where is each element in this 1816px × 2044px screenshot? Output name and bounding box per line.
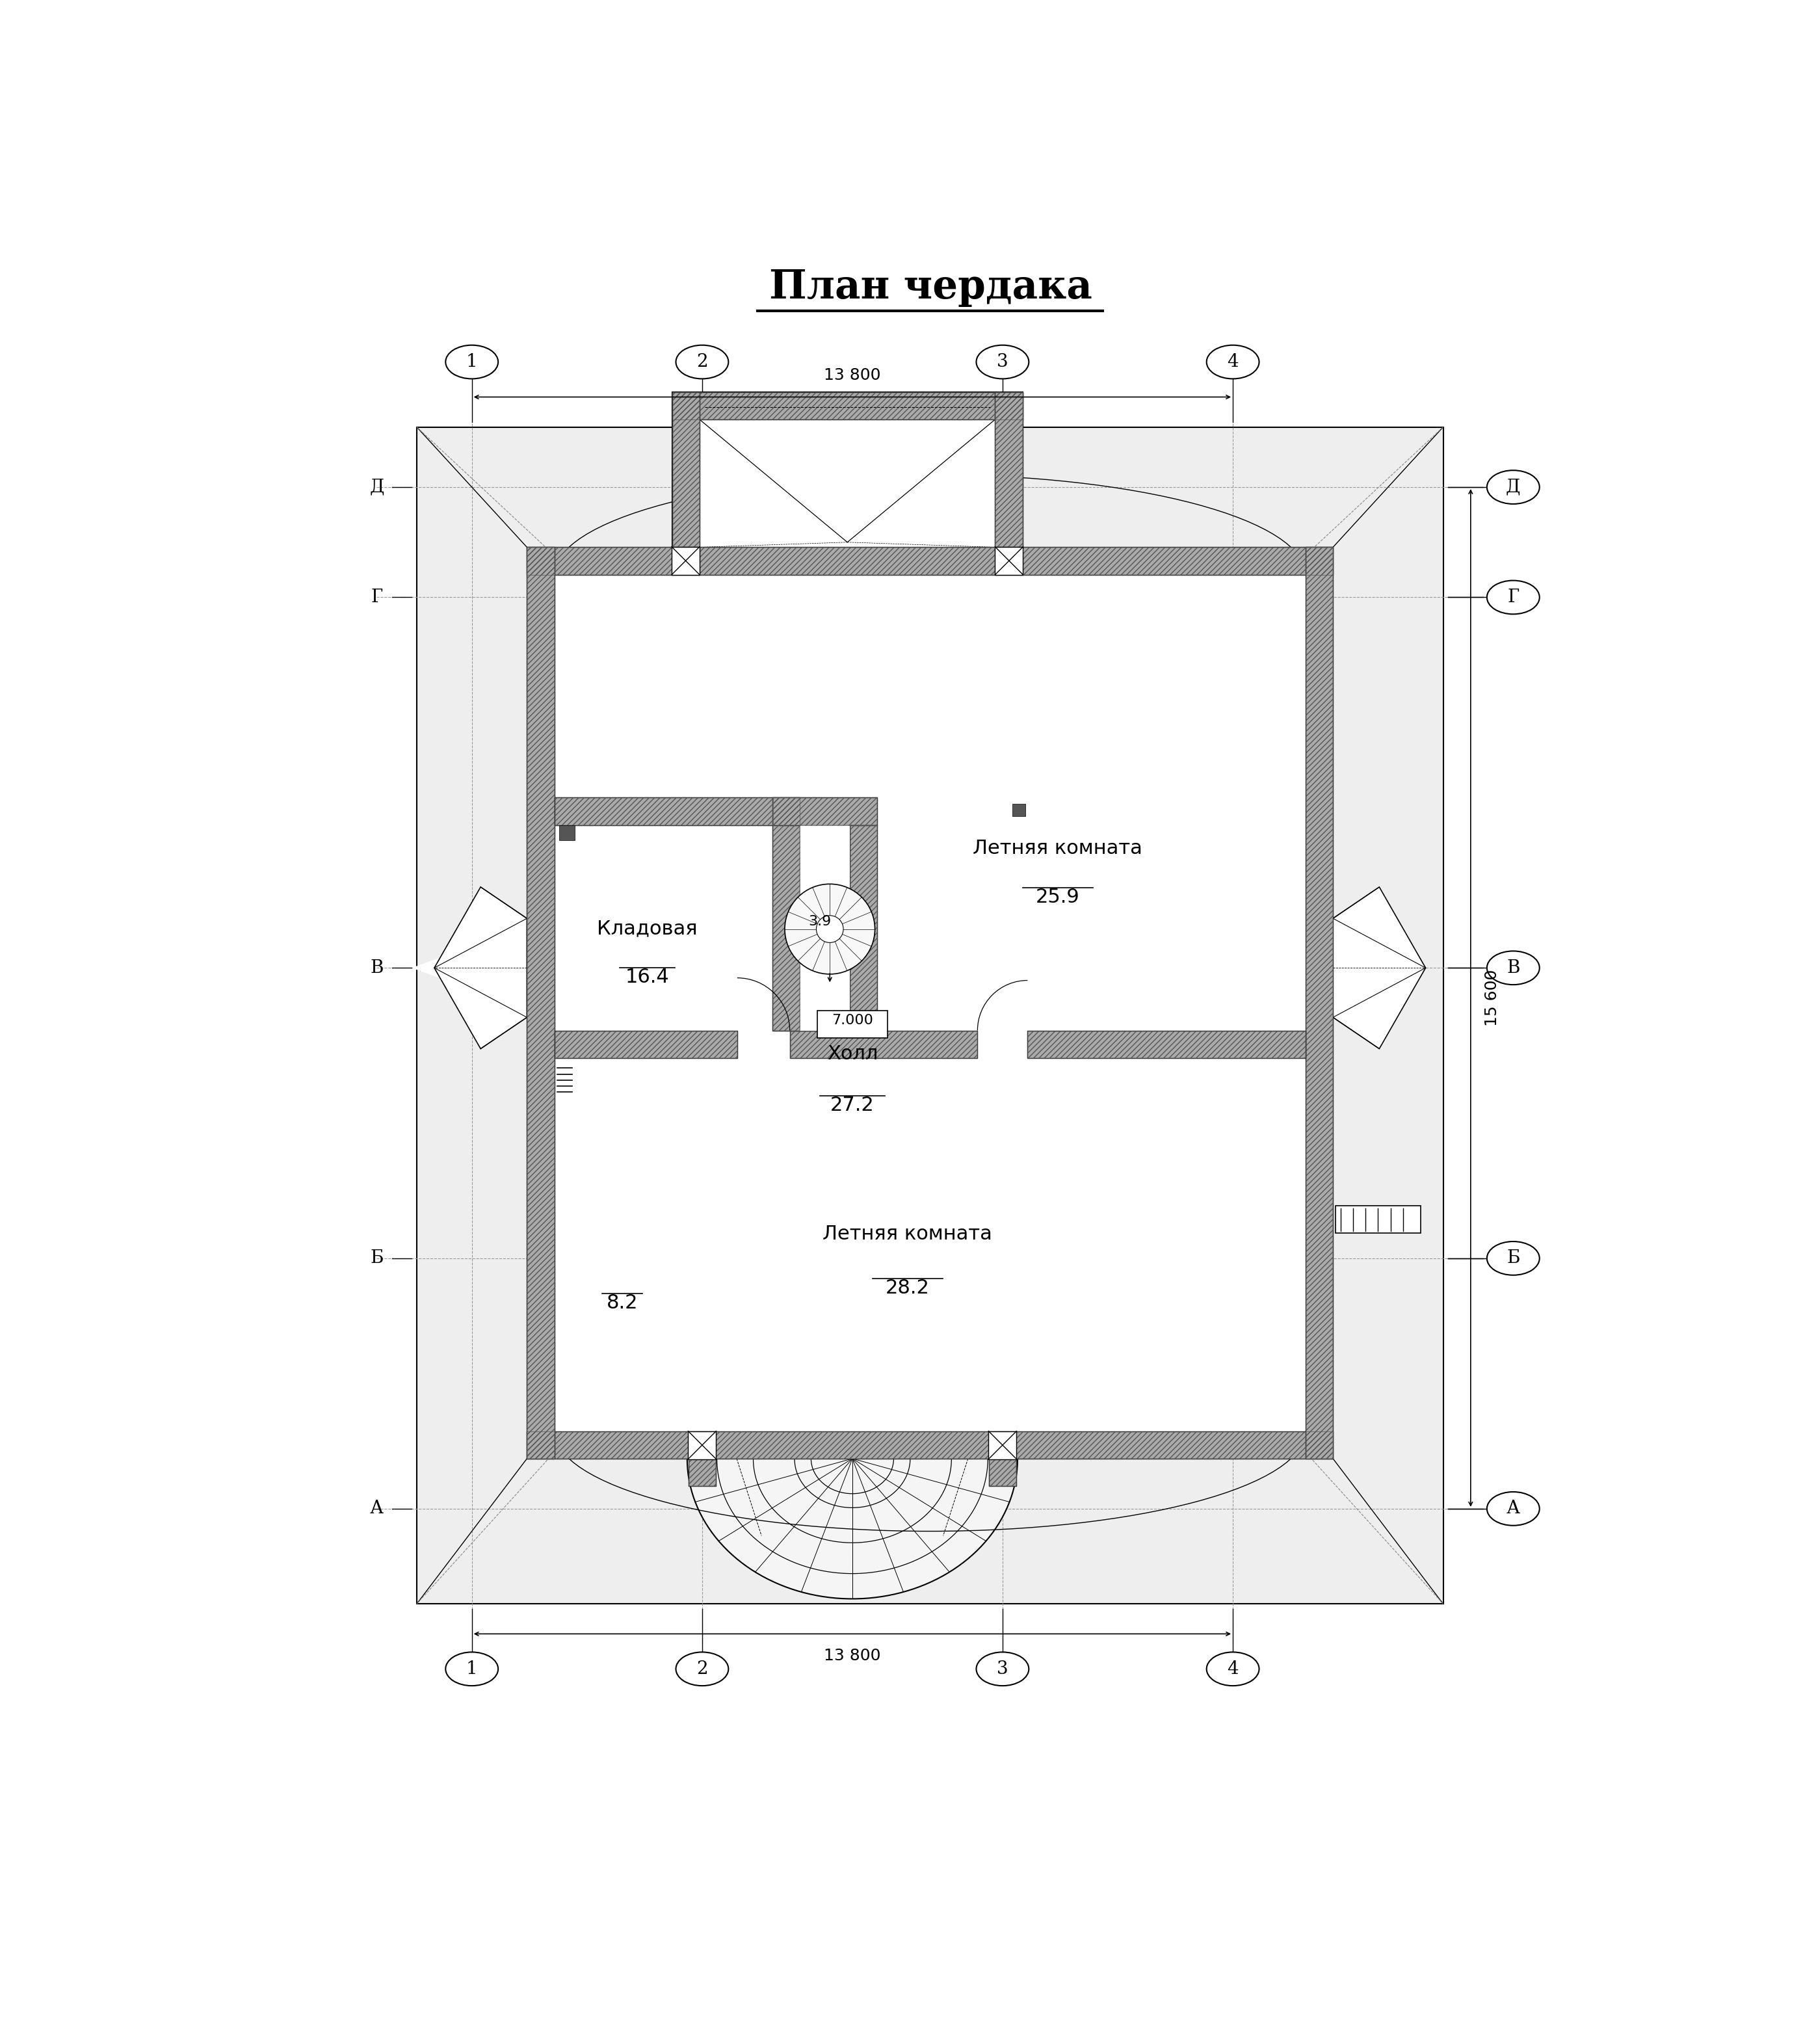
Text: 16.4: 16.4 bbox=[625, 969, 668, 987]
Bar bbox=[995, 392, 1022, 548]
Bar bbox=[672, 392, 699, 548]
Bar bbox=[1013, 803, 1024, 816]
Bar bbox=[790, 1030, 977, 1059]
Text: Г: Г bbox=[1507, 589, 1520, 607]
Polygon shape bbox=[412, 920, 541, 1016]
Bar bbox=[995, 546, 1022, 574]
Bar bbox=[554, 797, 772, 826]
Text: 2: 2 bbox=[696, 1660, 708, 1678]
Text: 15 600: 15 600 bbox=[1485, 969, 1500, 1026]
Text: 4: 4 bbox=[1228, 1660, 1239, 1678]
Bar bbox=[990, 1459, 1017, 1486]
Ellipse shape bbox=[1206, 345, 1258, 378]
Ellipse shape bbox=[1487, 1492, 1540, 1525]
Bar bbox=[699, 419, 995, 548]
Text: 13 800: 13 800 bbox=[824, 368, 881, 382]
Ellipse shape bbox=[1206, 1652, 1258, 1686]
Polygon shape bbox=[434, 887, 527, 1049]
Text: Б: Б bbox=[1507, 1249, 1520, 1267]
Bar bbox=[772, 797, 877, 826]
Text: А: А bbox=[1505, 1500, 1520, 1517]
Bar bbox=[672, 392, 1022, 419]
Text: Г: Г bbox=[370, 589, 383, 607]
Text: В: В bbox=[370, 959, 383, 977]
Text: Летняя комната: Летняя комната bbox=[823, 1224, 992, 1243]
Text: Д: Д bbox=[369, 478, 383, 497]
Text: 13 800: 13 800 bbox=[824, 1647, 881, 1664]
Text: Холл: Холл bbox=[826, 1044, 877, 1063]
Bar bbox=[1028, 1030, 1306, 1059]
Bar bbox=[688, 1431, 716, 1459]
Bar bbox=[688, 1459, 716, 1486]
Bar bbox=[850, 826, 877, 1030]
Bar bbox=[527, 548, 554, 1459]
Text: План чердака: План чердака bbox=[768, 268, 1091, 307]
Text: 1: 1 bbox=[467, 354, 478, 370]
Bar bbox=[418, 427, 1444, 1605]
Bar bbox=[799, 826, 850, 1030]
Bar bbox=[772, 797, 877, 826]
Bar bbox=[672, 546, 699, 574]
Text: Д: Д bbox=[1505, 478, 1520, 497]
Text: 8.2: 8.2 bbox=[607, 1294, 637, 1312]
Bar bbox=[527, 548, 554, 1459]
Circle shape bbox=[817, 916, 843, 942]
Bar bbox=[527, 1431, 1333, 1459]
Bar bbox=[672, 392, 699, 548]
Ellipse shape bbox=[445, 1652, 498, 1686]
Bar bbox=[990, 1459, 1017, 1486]
Bar bbox=[527, 548, 1333, 574]
Ellipse shape bbox=[977, 1652, 1030, 1686]
Ellipse shape bbox=[1487, 580, 1540, 613]
Text: А: А bbox=[370, 1500, 383, 1517]
Bar bbox=[527, 548, 1333, 574]
Text: 7.000: 7.000 bbox=[832, 1014, 873, 1026]
Polygon shape bbox=[1333, 887, 1426, 1049]
Ellipse shape bbox=[1487, 1241, 1540, 1275]
Bar bbox=[554, 1030, 737, 1059]
Ellipse shape bbox=[1487, 950, 1540, 985]
Bar bbox=[790, 1030, 977, 1059]
Bar bbox=[527, 1431, 1333, 1459]
Bar bbox=[772, 797, 799, 1030]
Bar bbox=[554, 1030, 737, 1059]
Text: 3: 3 bbox=[997, 1660, 1008, 1678]
Polygon shape bbox=[686, 1459, 1017, 1598]
Ellipse shape bbox=[676, 345, 728, 378]
Text: 25.9: 25.9 bbox=[1035, 887, 1081, 908]
Text: Кладовая: Кладовая bbox=[597, 920, 697, 938]
Text: 3.9: 3.9 bbox=[808, 916, 832, 928]
Ellipse shape bbox=[676, 1652, 728, 1686]
Text: 2: 2 bbox=[696, 354, 708, 370]
Bar bbox=[527, 548, 1333, 1459]
Bar bbox=[995, 392, 1022, 548]
Bar bbox=[772, 797, 799, 1030]
Bar bbox=[672, 392, 1022, 548]
Bar bbox=[1306, 548, 1333, 1459]
Bar bbox=[1028, 1030, 1306, 1059]
Text: Летняя комната: Летняя комната bbox=[973, 838, 1142, 858]
Bar bbox=[988, 1431, 1017, 1459]
Bar bbox=[559, 826, 574, 840]
Bar bbox=[554, 797, 772, 826]
Bar bbox=[672, 392, 1022, 419]
Text: 4: 4 bbox=[1228, 354, 1239, 370]
Text: 27.2: 27.2 bbox=[830, 1096, 873, 1114]
Bar bbox=[1306, 548, 1333, 1459]
Bar bbox=[850, 826, 877, 1030]
Bar bbox=[1335, 1206, 1420, 1233]
Text: Б: Б bbox=[370, 1249, 383, 1267]
Circle shape bbox=[785, 883, 875, 975]
Text: 1: 1 bbox=[467, 1660, 478, 1678]
Ellipse shape bbox=[977, 345, 1030, 378]
Bar bbox=[688, 1459, 716, 1486]
Ellipse shape bbox=[445, 345, 498, 378]
Bar bbox=[817, 1010, 888, 1038]
Text: 28.2: 28.2 bbox=[886, 1278, 930, 1298]
Ellipse shape bbox=[1487, 470, 1540, 505]
Text: В: В bbox=[1507, 959, 1520, 977]
Text: 3: 3 bbox=[997, 354, 1008, 370]
